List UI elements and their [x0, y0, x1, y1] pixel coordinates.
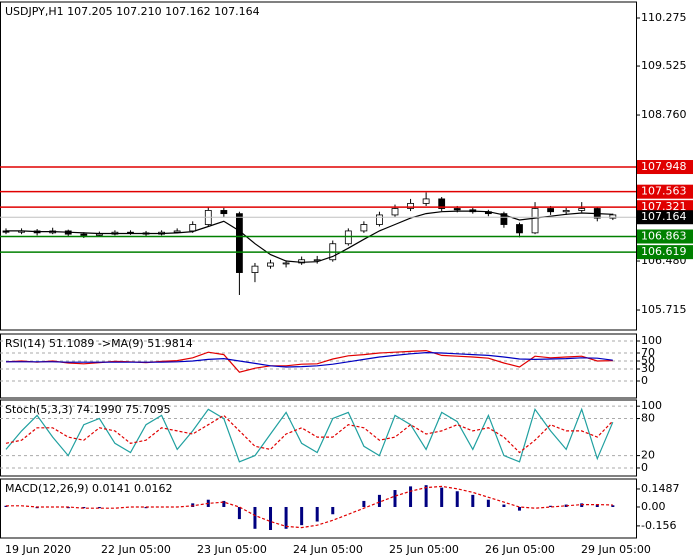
level-label-box — [637, 245, 693, 260]
macd-bar — [502, 504, 506, 507]
macd-bar — [191, 503, 195, 507]
y-tick-label: 105.715 — [641, 303, 687, 316]
macd-bar — [424, 485, 428, 507]
y-tick-label: 0.1487 — [641, 482, 680, 495]
macd-bar — [97, 506, 101, 509]
macd-bar — [486, 499, 490, 507]
candle-body — [267, 262, 274, 267]
macd-bar — [331, 506, 335, 515]
x-tick-label: 19 Jun 2020 — [5, 543, 71, 556]
y-tick-label: 50 — [641, 354, 655, 367]
x-tick-label: 23 Jun 05:00 — [197, 543, 267, 556]
y-tick-label: 109.525 — [641, 59, 687, 72]
macd-bar — [611, 505, 615, 507]
indicator-line — [6, 485, 613, 529]
y-tick-label: 0.00 — [641, 500, 666, 513]
candle-body — [562, 210, 570, 213]
candle-body — [391, 208, 399, 216]
candle-body — [189, 224, 197, 232]
candle-body — [438, 198, 446, 209]
candle-body — [516, 224, 523, 234]
macd-bar — [440, 487, 444, 507]
macd-bar — [315, 506, 319, 522]
level-label: 107.321 — [641, 200, 687, 213]
panel-frame — [0, 399, 637, 477]
macd-bar — [409, 486, 413, 507]
candle-body — [220, 210, 228, 215]
indicator-line — [5, 414, 614, 454]
y-tick-label: 30 — [641, 362, 655, 375]
macd-bar — [300, 506, 304, 526]
candle-body — [376, 214, 383, 225]
macd-bar — [517, 506, 521, 511]
x-tick-label: 26 Jun 05:00 — [485, 543, 555, 556]
candle-body — [453, 208, 461, 211]
candle-body — [407, 202, 414, 209]
y-tick-label: 0 — [641, 461, 648, 474]
panel-title: Stoch(5,3,3) 74.1990 75.7095 — [5, 403, 171, 416]
x-tick-label: 24 Jun 05:00 — [293, 543, 363, 556]
level-label: 106.863 — [641, 230, 687, 243]
candle-body — [251, 265, 259, 273]
indicator-line — [6, 351, 613, 368]
y-tick-label: 100 — [641, 399, 662, 412]
level-label-box — [637, 184, 693, 199]
candle-body — [360, 224, 368, 232]
y-tick-label: 108.760 — [641, 108, 687, 121]
level-label: 106.619 — [641, 245, 687, 258]
candle-body — [547, 208, 554, 213]
x-tick-label: 25 Jun 05:00 — [389, 543, 459, 556]
y-tick-label: 110.275 — [641, 11, 687, 24]
candle-body — [531, 208, 539, 234]
candle-body — [422, 198, 430, 204]
y-tick-label: 20 — [641, 449, 655, 462]
x-tick-label: 22 Jun 05:00 — [101, 543, 171, 556]
panel-frame — [0, 333, 637, 399]
candle-body — [344, 230, 352, 245]
candle-body — [282, 262, 290, 265]
level-label: 107.948 — [641, 160, 687, 173]
candle-body — [500, 213, 508, 225]
level-label-box — [637, 229, 693, 244]
macd-bar — [222, 500, 226, 507]
candle-body — [235, 213, 243, 273]
macd-bar — [455, 491, 459, 507]
panel-title: USDJPY,H1 107.205 107.210 107.162 107.16… — [5, 5, 260, 18]
panel-title: RSI(14) 51.1089 ->MA(9) 51.9814 — [5, 337, 193, 350]
current-price-box — [637, 210, 693, 225]
candle-body — [80, 233, 88, 236]
x-tick-label: 29 Jun 05:00 — [581, 543, 651, 556]
panel-frame — [0, 1, 637, 331]
level-label: 107.563 — [641, 185, 687, 198]
macd-bar — [253, 506, 257, 529]
macd-bar — [82, 506, 86, 509]
y-tick-label: -0.156 — [641, 519, 676, 532]
indicator-line — [5, 407, 614, 463]
candle-body — [609, 214, 617, 219]
macd-bar — [284, 506, 288, 529]
candle-body — [173, 230, 181, 233]
y-tick-label: 80 — [641, 412, 655, 425]
macd-bar — [377, 494, 381, 507]
panel-title: MACD(12,26,9) 0.0141 0.0162 — [5, 482, 173, 495]
y-tick-label: 100 — [641, 334, 662, 347]
level-label-box — [637, 160, 693, 175]
candle-body — [298, 259, 306, 264]
macd-bar — [595, 504, 599, 507]
y-tick-label: 70 — [641, 346, 655, 359]
candle-body — [578, 208, 586, 211]
macd-bar — [471, 494, 475, 507]
macd-bar — [393, 490, 397, 507]
candle-body — [95, 233, 103, 236]
macd-bar — [362, 500, 366, 507]
y-tick-label: 0 — [641, 374, 648, 387]
macd-bar — [549, 505, 553, 507]
current-price-label: 107.164 — [641, 210, 687, 223]
macd-bar — [269, 506, 273, 531]
macd-bar — [237, 506, 241, 520]
